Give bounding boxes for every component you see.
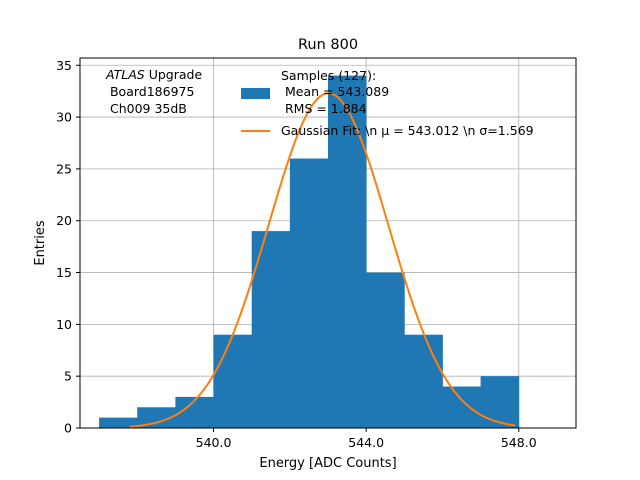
annotation-upgrade-text: Upgrade <box>145 67 203 82</box>
x-tick-label-2: 548.0 <box>501 435 537 450</box>
annotation-line-1: ATLAS Upgrade <box>105 67 202 82</box>
legend-fit-label: Gaussian Fit: \n μ = 543.012 \n σ=1.569 <box>281 123 534 138</box>
y-tick-label-6: 30 <box>56 110 72 125</box>
y-axis-ticks: 0 5 10 15 20 25 30 35 <box>56 58 80 436</box>
plot-frame <box>79 57 577 429</box>
histogram-bar-5 <box>289 158 329 428</box>
histogram-bar-4 <box>251 231 291 428</box>
histogram-bar-0 <box>99 417 138 428</box>
y-tick-label-2: 10 <box>56 317 72 332</box>
y-tick-label-4: 20 <box>56 213 72 228</box>
histogram-bar-9 <box>442 386 482 428</box>
annotation-line-3: Ch009 35dB <box>106 101 187 116</box>
x-axis-ticks: 540.0 544.0 548.0 <box>196 428 537 450</box>
histogram-bar-8 <box>404 334 443 428</box>
chart-title: Run 800 <box>298 37 358 53</box>
histogram-bar-7 <box>366 272 405 428</box>
annotation-atlas-italic: ATLAS <box>105 67 145 82</box>
y-tick-label-0: 0 <box>64 421 72 436</box>
legend-histogram-swatch <box>241 88 270 99</box>
histogram-bars <box>99 75 520 428</box>
y-tick-label-1: 5 <box>64 369 72 384</box>
x-axis-label: Energy [ADC Counts] <box>259 456 396 471</box>
y-tick-label-7: 35 <box>56 58 72 73</box>
histogram-bar-10 <box>480 376 520 428</box>
y-tick-label-5: 25 <box>56 161 72 176</box>
legend-histogram-label-1: Samples (127): <box>281 68 376 83</box>
gaussian-fit-curve <box>129 92 516 428</box>
legend-histogram-label-3: RMS = 1.884 <box>281 101 367 116</box>
x-tick-label-1: 544.0 <box>348 435 384 450</box>
legend: Samples (127): Mean = 543.089 RMS = 1.88… <box>241 68 534 138</box>
histogram-bar-3 <box>213 334 253 428</box>
y-tick-label-3: 15 <box>56 265 72 280</box>
x-tick-label-0: 540.0 <box>196 435 232 450</box>
histogram-bar-1 <box>137 407 176 428</box>
y-axis-label: Entries <box>33 220 48 266</box>
annotation-line-2: Board186975 <box>106 84 194 99</box>
legend-histogram-label-2: Mean = 543.089 <box>281 84 389 99</box>
atlas-annotation: ATLAS Upgrade Board186975 Ch009 35dB <box>105 67 202 116</box>
